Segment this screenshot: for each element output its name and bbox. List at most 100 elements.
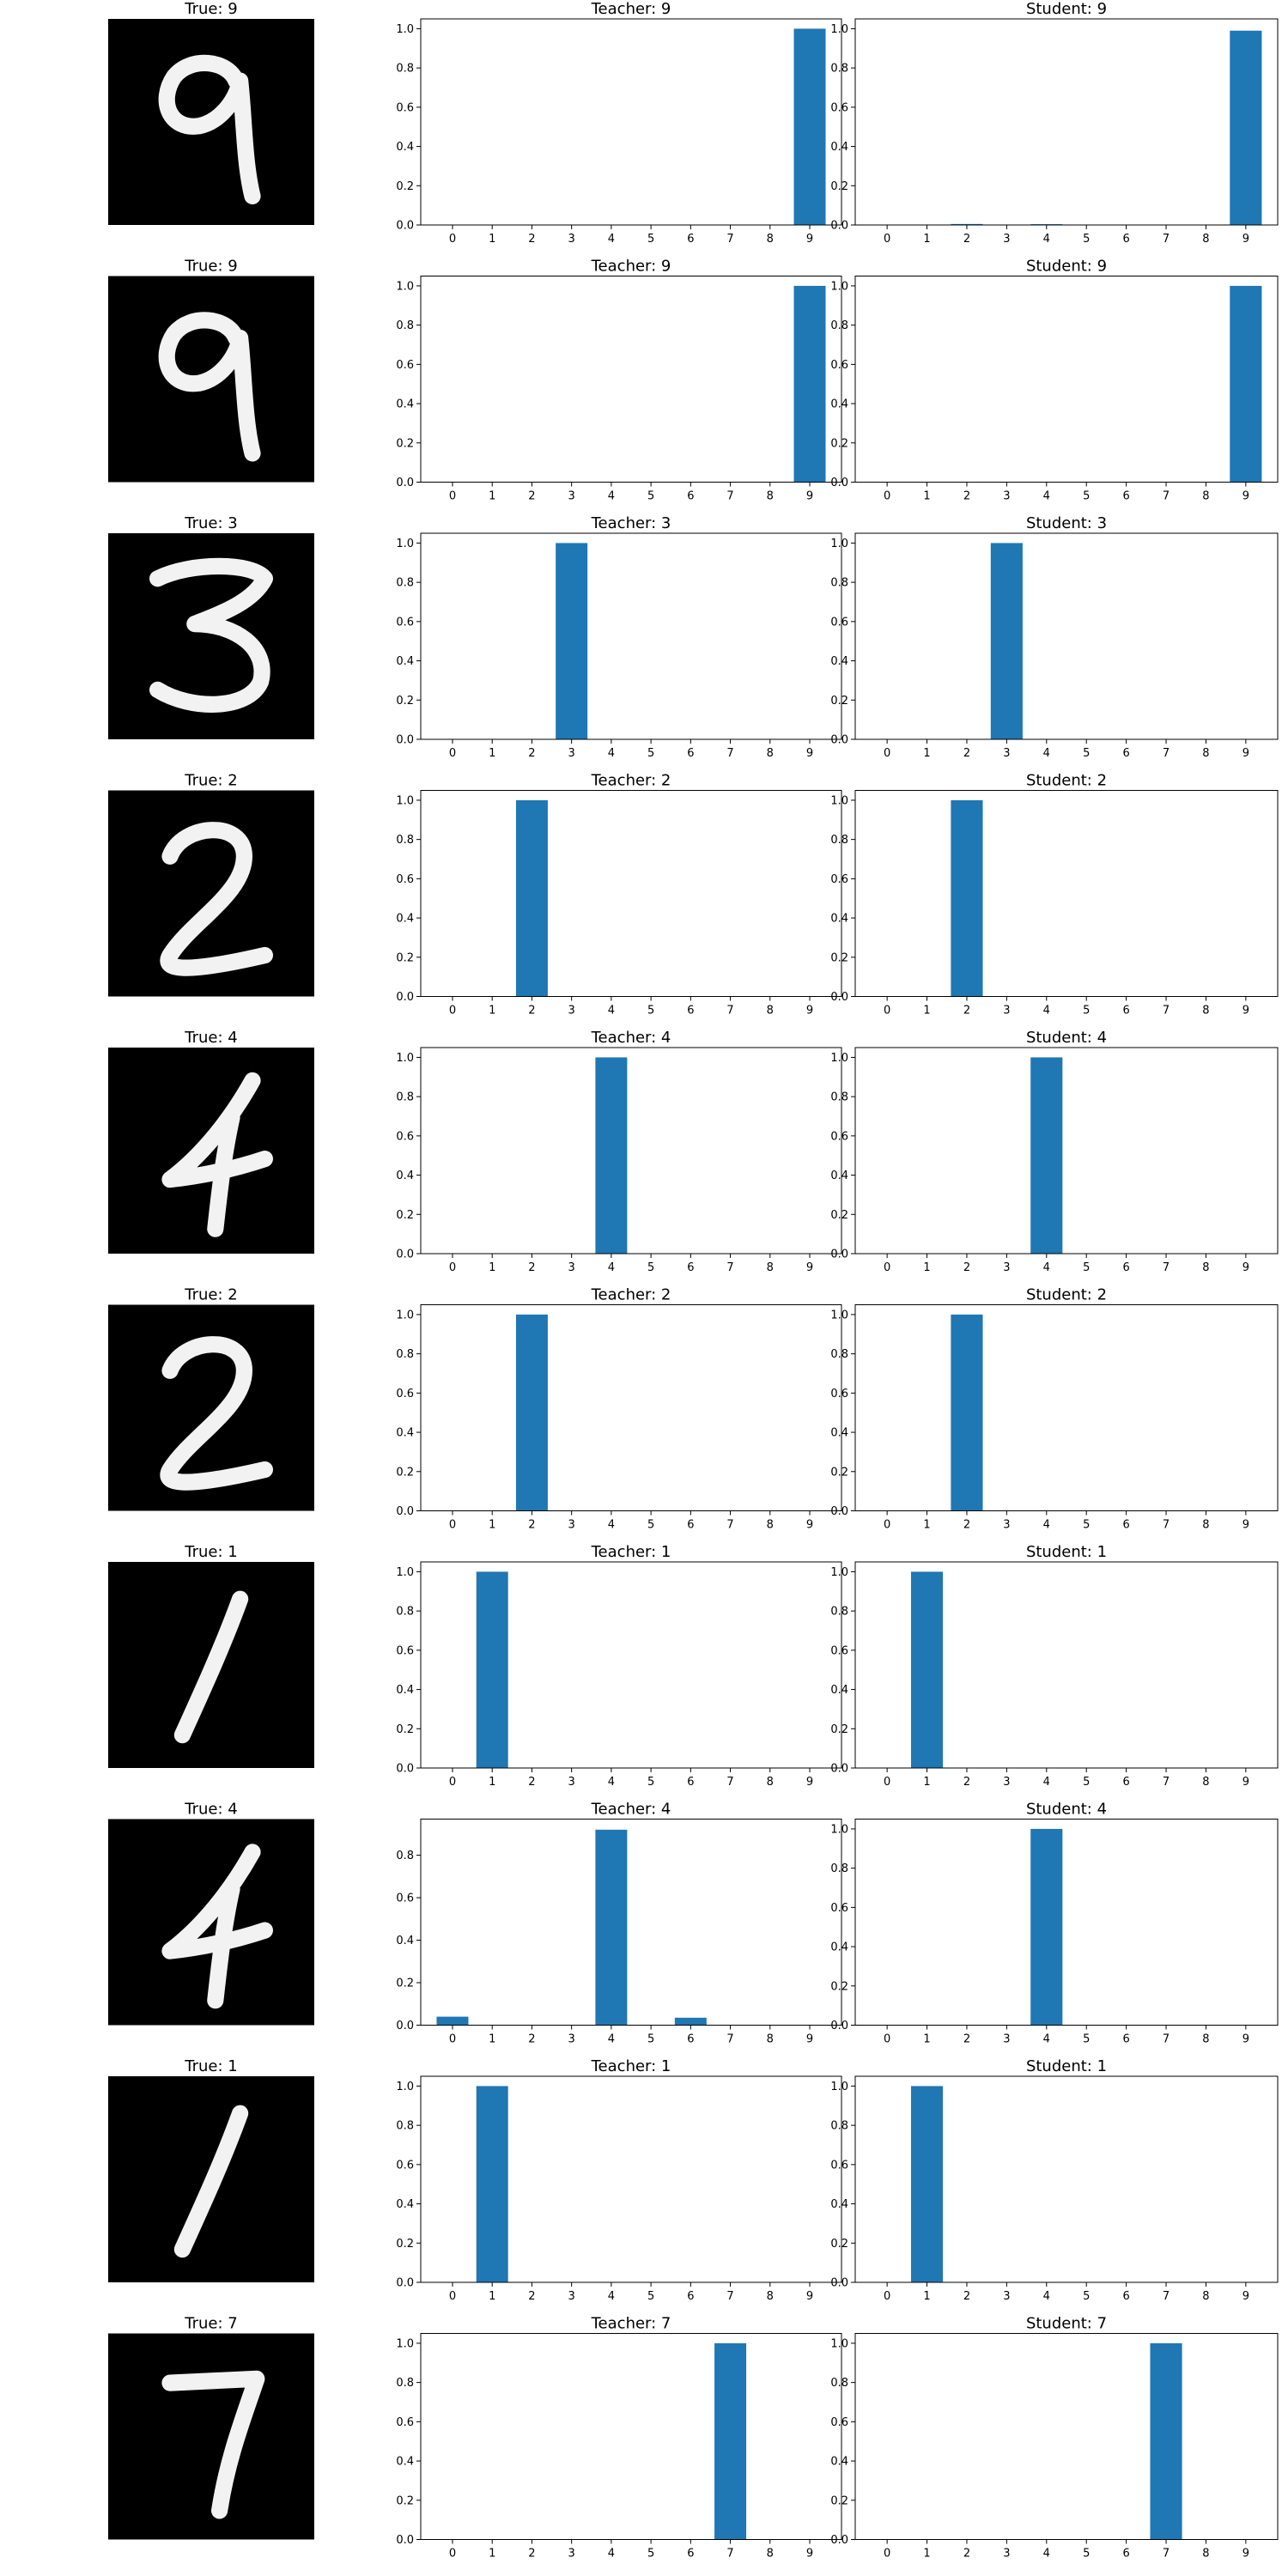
x-tick-label: 3 <box>1003 1261 1010 1274</box>
y-tick-label: 1.0 <box>830 1823 848 1836</box>
y-tick-label: 1.0 <box>396 538 414 550</box>
x-tick-label: 8 <box>767 490 774 503</box>
y-tick-label: 0.6 <box>830 359 848 372</box>
teacher-chart-title: Teacher: 1 <box>591 2057 671 2075</box>
student-axes-frame <box>854 1561 1279 1769</box>
student-probability-chart: Student: 2 0 1 2 3 4 5 6 7 8 9 0.0 0.2 0.4 0.6 0.8 1.0 <box>830 1286 1279 1532</box>
y-tick-label: 0.8 <box>396 1091 414 1104</box>
y-tick-label: 0.6 <box>396 1388 414 1400</box>
teacher-probability-chart: Teacher: 9 0 1 2 3 4 5 6 7 8 9 0.0 0.2 0.4 0.6 0.8 1.0 <box>396 258 842 503</box>
x-tick-label: 2 <box>963 233 970 246</box>
x-tick-label: 8 <box>1202 1005 1209 1018</box>
x-tick-label: 4 <box>1043 1005 1050 1018</box>
figure-row: True: 9 Teacher: 9 0 1 2 3 4 5 6 7 8 9 0.0 0.2 0.4 0.6 0… <box>108 258 1279 503</box>
x-tick-label: 5 <box>647 1005 654 1018</box>
y-tick-label: 0.8 <box>830 1862 848 1875</box>
digit-title: True: 3 <box>184 514 237 532</box>
x-tick-label: 1 <box>489 233 495 246</box>
y-tick-label: 0.6 <box>830 873 848 886</box>
y-tick-label: 1.0 <box>830 280 848 293</box>
x-tick-label: 7 <box>1163 2033 1170 2046</box>
x-tick-label: 9 <box>1242 233 1249 246</box>
y-tick-label: 0.2 <box>830 1209 848 1222</box>
y-tick-label: 0.6 <box>830 2159 848 2172</box>
x-tick-label: 4 <box>608 490 615 503</box>
student-chart-title: Student: 7 <box>1026 2315 1107 2333</box>
x-tick-label: 6 <box>1122 233 1129 246</box>
x-tick-label: 9 <box>806 1776 813 1789</box>
x-tick-label: 8 <box>1202 1776 1209 1789</box>
y-tick-label: 0.0 <box>830 1763 848 1776</box>
y-tick-label: 0.6 <box>830 2416 848 2429</box>
x-tick-label: 1 <box>923 1261 930 1274</box>
student-bar-2 <box>951 1314 983 1511</box>
x-tick-label: 7 <box>726 1776 733 1789</box>
teacher-chart-title: Teacher: 9 <box>591 258 671 276</box>
x-tick-label: 4 <box>1043 490 1050 503</box>
x-tick-label: 0 <box>884 1776 890 1789</box>
y-tick-label: 0.2 <box>396 1978 414 1990</box>
y-tick-label: 0.0 <box>396 1249 414 1261</box>
teacher-chart-title: Teacher: 2 <box>591 772 671 790</box>
student-axes-frame <box>854 2075 1279 2283</box>
teacher-probability-chart: Teacher: 4 0 1 2 3 4 5 6 7 8 9 0.0 0.2 0.4 0.6 0.8 <box>396 1801 842 2046</box>
digit-image-panel: True: 4 <box>108 1801 314 2026</box>
x-tick-label: 9 <box>806 1261 813 1274</box>
student-bar-7 <box>1150 2342 1182 2540</box>
y-tick-label: 0.4 <box>830 913 848 926</box>
teacher-axes-frame <box>420 2333 842 2540</box>
teacher-probability-chart: Teacher: 2 0 1 2 3 4 5 6 7 8 9 0.0 0.2 0.4 0.6 0.8 1.0 <box>396 772 842 1018</box>
x-tick-label: 0 <box>449 2033 456 2046</box>
x-tick-label: 2 <box>528 490 535 503</box>
student-chart-title: Student: 1 <box>1026 1543 1107 1561</box>
x-tick-label: 0 <box>884 490 890 503</box>
x-tick-label: 9 <box>806 747 813 760</box>
x-tick-label: 9 <box>1242 2548 1249 2561</box>
student-axes-frame <box>854 18 1279 226</box>
digit-image <box>108 2333 314 2540</box>
student-probability-chart: Student: 1 0 1 2 3 4 5 6 7 8 9 0.0 0.2 0.4 0.6 0.8 1.0 <box>830 1543 1279 1789</box>
digit-image-panel: True: 9 <box>108 258 314 483</box>
y-tick-label: 0.4 <box>396 2198 414 2211</box>
x-tick-label: 5 <box>647 1519 654 1532</box>
teacher-chart-title: Teacher: 9 <box>591 0 671 18</box>
y-tick-label: 1.0 <box>830 1309 848 1321</box>
student-probability-chart: Student: 4 0 1 2 3 4 5 6 7 8 9 0.0 0.2 0.4 0.6 0.8 1.0 <box>830 1029 1279 1274</box>
student-bar-1 <box>910 1571 944 1768</box>
x-tick-label: 0 <box>449 1261 456 1274</box>
digit-image-panel: True: 7 <box>108 2315 314 2540</box>
x-tick-label: 2 <box>528 2033 535 2046</box>
y-tick-label: 0.4 <box>396 913 414 926</box>
y-tick-label: 0.6 <box>396 1644 414 1657</box>
student-chart-title: Student: 1 <box>1026 2057 1107 2075</box>
x-tick-label: 6 <box>1122 2290 1129 2303</box>
x-tick-label: 6 <box>687 233 694 246</box>
teacher-bar-9 <box>793 28 826 225</box>
x-tick-label: 1 <box>923 2548 930 2561</box>
figure-row: True: 4 Teacher: 4 0 1 2 3 4 5 6 7 8 9 0.0 0.2 0.4 0.6 0… <box>108 1029 1279 1274</box>
x-tick-label: 8 <box>1202 747 1209 760</box>
teacher-bar-0 <box>436 2016 469 2026</box>
x-tick-label: 6 <box>687 2033 694 2046</box>
x-tick-label: 8 <box>1202 1519 1209 1532</box>
y-tick-label: 0.0 <box>396 1763 414 1776</box>
x-tick-label: 2 <box>963 1776 970 1789</box>
y-tick-label: 0.0 <box>830 2020 848 2032</box>
x-tick-label: 0 <box>449 2548 456 2561</box>
y-tick-label: 0.8 <box>396 319 414 332</box>
x-tick-label: 1 <box>489 1519 495 1532</box>
x-tick-label: 4 <box>608 1005 615 1018</box>
x-tick-label: 7 <box>1163 490 1170 503</box>
figure-row: True: 1 Teacher: 1 0 1 2 3 4 5 6 7 8 9 0.0 0.2 0.4 0.6 0… <box>108 2057 1279 2303</box>
x-tick-label: 7 <box>726 233 733 246</box>
y-tick-label: 0.6 <box>396 101 414 114</box>
student-axes-frame <box>854 1047 1279 1255</box>
figure-row: True: 3 Teacher: 3 0 1 2 3 4 5 6 7 8 9 0.0 0.2 0.4 0.6 0… <box>108 514 1279 760</box>
y-tick-label: 0.4 <box>396 2456 414 2469</box>
y-tick-label: 0.2 <box>396 1209 414 1222</box>
teacher-bar-3 <box>556 543 588 739</box>
x-tick-label: 4 <box>608 2548 615 2561</box>
x-tick-label: 5 <box>1083 747 1090 760</box>
student-axes-frame <box>854 2333 1279 2540</box>
figure-row: True: 7 Teacher: 7 0 1 2 3 4 5 6 7 8 9 0.0 0.2 0.4 0.6 0… <box>108 2315 1279 2561</box>
